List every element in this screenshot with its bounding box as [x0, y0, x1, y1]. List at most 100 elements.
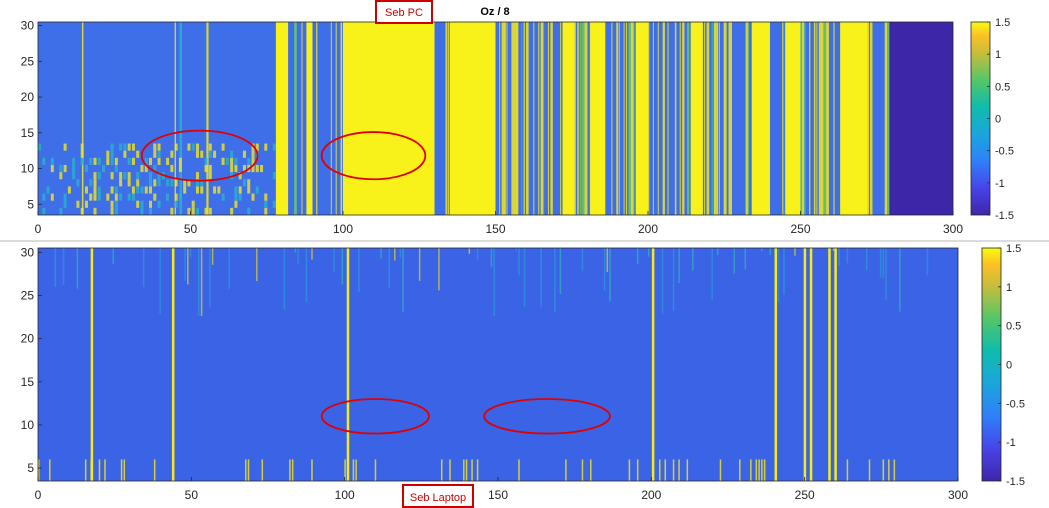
heatmap-streak	[438, 248, 440, 291]
heatmap-speckle	[686, 459, 689, 481]
heatmap-speckle	[153, 150, 157, 158]
bottom-annotations	[320, 398, 611, 435]
heatmap-streak	[294, 248, 297, 253]
heatmap-speckle	[140, 200, 144, 208]
heatmap-speckle	[195, 172, 199, 180]
heatmap-speckle	[225, 157, 229, 165]
heatmap-speckle	[217, 186, 221, 194]
heatmap-streak	[711, 248, 713, 300]
heatmap-speckle	[144, 157, 148, 165]
heatmap-bright-band	[840, 22, 868, 215]
heatmap-speckle	[221, 157, 225, 165]
heatmap-streak	[662, 22, 665, 215]
bottom-x-axis: 0 50 100 150 200 250 300	[35, 477, 968, 502]
heatmap-speckle	[234, 157, 238, 165]
top-annotations	[140, 129, 427, 182]
heatmap-speckle	[204, 164, 208, 173]
heatmap-streak	[584, 22, 587, 215]
heatmap-streak	[330, 22, 332, 215]
bottom-y-axis: 5 10 15 20 25 30	[21, 245, 42, 475]
heatmap-streak	[838, 248, 840, 266]
heatmap-speckle	[127, 157, 131, 165]
heatmap-speckle	[149, 186, 153, 194]
heatmap-speckle	[93, 179, 97, 187]
heatmap-speckle	[59, 172, 63, 180]
heatmap-speckle	[119, 143, 123, 151]
heatmap-speckle	[195, 143, 199, 151]
colorbar-tick-label: 1	[1006, 282, 1012, 294]
heatmap-speckle	[63, 164, 67, 173]
heatmap-speckle	[750, 459, 752, 481]
heatmap-streak	[206, 22, 209, 215]
heatmap-speckle	[106, 150, 110, 158]
heatmap-speckle	[758, 459, 760, 481]
x-tick-label: 50	[185, 488, 199, 502]
colorbar-tick-label: 1.5	[1006, 243, 1021, 255]
heatmap-speckle	[234, 193, 238, 201]
heatmap-speckle	[195, 186, 199, 194]
heatmap-speckle	[659, 459, 661, 481]
heatmap-bright-band	[562, 22, 575, 215]
heatmap-speckle	[98, 459, 101, 481]
heatmap-speckle	[208, 207, 212, 215]
heatmap-bright-line	[90, 248, 94, 481]
heatmap-speckle	[230, 207, 234, 215]
heatmap-speckle	[187, 207, 191, 215]
heatmap-speckle	[191, 207, 195, 215]
heatmap-streak	[538, 22, 540, 215]
heatmap-bright-line	[834, 248, 837, 481]
heatmap-speckle	[80, 150, 84, 158]
heatmap-speckle	[200, 179, 204, 187]
heatmap-speckle	[352, 459, 355, 481]
heatmap-speckle	[170, 164, 174, 173]
heatmap-streak	[885, 248, 887, 300]
heatmap-speckle	[114, 186, 118, 194]
heatmap-streak	[540, 22, 544, 215]
heatmap-speckle	[84, 186, 88, 194]
heatmap-speckle	[255, 186, 259, 194]
heatmap-speckle	[106, 193, 110, 201]
heatmap-speckle	[247, 459, 250, 481]
heatmap-speckle	[628, 459, 631, 481]
heatmap-streak	[647, 248, 650, 257]
heatmap-bright-band	[343, 22, 435, 215]
heatmap-streak	[667, 22, 669, 215]
heatmap-streak	[866, 248, 868, 271]
heatmap-speckle	[157, 179, 161, 187]
heatmap-speckle	[110, 143, 114, 151]
heatmap-streak	[523, 22, 525, 215]
heatmap-speckle	[131, 143, 135, 151]
heatmap-speckle	[93, 172, 97, 180]
heatmap-bright-band	[690, 22, 703, 215]
heatmap-streak	[297, 248, 299, 265]
heatmap-speckle	[260, 164, 264, 173]
heatmap-streak	[679, 22, 681, 215]
highlight-ellipse	[483, 398, 611, 435]
heatmap-streak	[882, 248, 885, 279]
heatmap-speckle	[127, 143, 131, 151]
heatmap-speckle	[247, 157, 251, 165]
heatmap-speckle	[89, 157, 93, 165]
colorbar-tick-label: 0	[1006, 360, 1012, 372]
heatmap-speckle	[149, 172, 153, 180]
bottom-panel: 5 10 15 20 25 30 0 50 100 150 200 250 300 1.5 1 0.5 0 -…	[21, 243, 1025, 508]
y-tick-label: 15	[21, 126, 35, 140]
heatmap-streak	[341, 248, 344, 285]
heatmap-speckle	[149, 207, 153, 215]
heatmap-speckle	[230, 164, 234, 173]
heatmap-bright-band	[590, 22, 606, 215]
heatmap-streak	[179, 22, 182, 215]
heatmap-streak	[711, 22, 714, 215]
y-tick-label: 10	[21, 418, 35, 432]
heatmap-speckle	[131, 193, 135, 201]
heatmap-speckle	[183, 179, 187, 187]
highlight-ellipse	[320, 398, 430, 435]
heatmap-speckle	[149, 179, 153, 187]
heatmap-speckle	[234, 164, 238, 173]
heatmap-speckle	[119, 193, 123, 201]
x-tick-label: 0	[35, 222, 42, 236]
heatmap-speckle	[289, 459, 291, 481]
heatmap-streak	[832, 248, 835, 251]
heatmap-streak	[628, 22, 632, 215]
heatmap-speckle	[131, 186, 135, 194]
